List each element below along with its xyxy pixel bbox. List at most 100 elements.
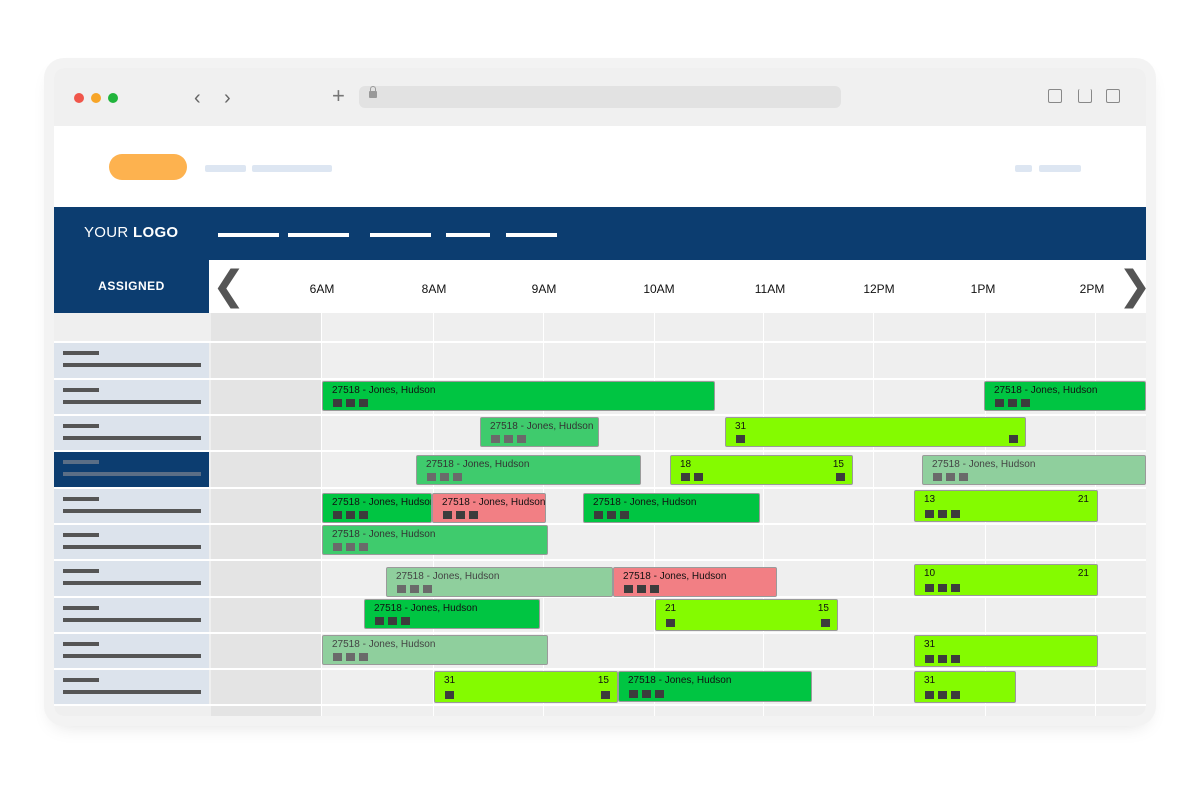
row-label[interactable]: [54, 343, 209, 378]
row-label-placeholder: [63, 436, 201, 440]
status-square-icon: [333, 399, 342, 407]
header-link-placeholder[interactable]: [205, 165, 246, 172]
schedule-event[interactable]: 27518 - Jones, Hudson: [322, 493, 432, 523]
hour-label: 8AM: [421, 282, 447, 296]
schedule-event[interactable]: 27518 - Jones, Hudson: [480, 417, 599, 447]
row-divider: [54, 450, 1146, 452]
status-square-icon: [346, 543, 355, 551]
event-label: 31: [444, 675, 456, 686]
header-action-button[interactable]: [109, 154, 187, 180]
tabs-icon[interactable]: [1106, 89, 1120, 103]
schedule-event[interactable]: 27518 - Jones, Hudson: [386, 567, 613, 597]
row-divider: [54, 414, 1146, 416]
schedule-event[interactable]: 27518 - Jones, Hudson: [583, 493, 760, 523]
schedule-event[interactable]: 10 21: [914, 564, 1098, 596]
row-label[interactable]: [54, 380, 209, 414]
schedule-event[interactable]: 27518 - Jones, Hudson: [416, 455, 641, 485]
hour-label: 6AM: [309, 282, 335, 296]
schedule-event[interactable]: 13 21: [914, 490, 1098, 522]
header-link-placeholder[interactable]: [1039, 165, 1081, 172]
event-label: 31: [924, 675, 936, 686]
close-window-button[interactable]: [74, 93, 84, 103]
logo-prefix: YOUR: [84, 224, 129, 241]
address-bar[interactable]: [359, 86, 841, 108]
event-label: 27518 - Jones, Hudson: [332, 385, 436, 396]
chevron-left-icon[interactable]: ❮: [212, 263, 246, 309]
event-label: 21: [665, 603, 677, 614]
row-label[interactable]: [54, 598, 209, 632]
event-count: 15: [817, 603, 829, 614]
nav-item[interactable]: [218, 233, 279, 237]
schedule-event[interactable]: 27518 - Jones, Hudson: [922, 455, 1146, 485]
event-label: 10: [924, 568, 936, 579]
minimize-window-button[interactable]: [91, 93, 101, 103]
chevron-right-icon[interactable]: ❯: [1118, 266, 1146, 306]
schedule-event[interactable]: 18 15: [670, 455, 853, 485]
status-square-icon: [443, 511, 452, 519]
status-square-icon: [1009, 435, 1018, 443]
back-icon[interactable]: ‹: [194, 87, 201, 109]
browser-toolbar: ‹ › +: [54, 68, 1146, 127]
event-count: 21: [1077, 494, 1089, 505]
schedule-event[interactable]: 31: [725, 417, 1026, 447]
schedule-event[interactable]: 27518 - Jones, Hudson: [322, 635, 548, 665]
hour-gridline: [321, 313, 322, 716]
row-label-placeholder: [63, 606, 99, 610]
schedule-event[interactable]: 27518 - Jones, Hudson: [618, 671, 812, 702]
status-square-icon: [925, 584, 934, 592]
status-square-icon: [938, 655, 947, 663]
schedule-event[interactable]: 27518 - Jones, Hudson: [613, 567, 777, 597]
row-divider: [54, 632, 1146, 634]
schedule-event[interactable]: 27518 - Jones, Hudson: [322, 525, 548, 555]
row-label[interactable]: [54, 670, 209, 704]
event-label: 31: [735, 421, 747, 432]
status-square-icon: [401, 617, 410, 625]
hour-gridline: [873, 313, 874, 716]
row-label-selected[interactable]: [54, 452, 209, 487]
share-icon[interactable]: [1078, 89, 1092, 103]
row-label[interactable]: [54, 416, 209, 450]
event-label: 27518 - Jones, Hudson: [374, 603, 478, 614]
new-tab-icon[interactable]: +: [332, 83, 345, 108]
nav-item[interactable]: [370, 233, 431, 237]
status-square-icon: [624, 585, 633, 593]
nav-item[interactable]: [288, 233, 349, 237]
schedule-event[interactable]: 27518 - Jones, Hudson: [322, 381, 715, 411]
row-label[interactable]: [54, 489, 209, 523]
row-label-placeholder: [63, 533, 99, 537]
status-square-icon: [601, 691, 610, 699]
nav-item[interactable]: [506, 233, 557, 237]
maximize-window-button[interactable]: [108, 93, 118, 103]
reader-icon[interactable]: [1048, 89, 1062, 103]
status-square-icon: [453, 473, 462, 481]
schedule-event[interactable]: 27518 - Jones, Hudson: [432, 493, 546, 523]
status-square-icon: [925, 510, 934, 518]
row-label[interactable]: [54, 561, 209, 596]
assigned-column-header[interactable]: ASSIGNED: [54, 260, 209, 313]
schedule-event[interactable]: 31: [914, 671, 1016, 703]
header-link-placeholder[interactable]: [252, 165, 332, 172]
nav-item[interactable]: [446, 233, 490, 237]
status-square-icon: [655, 690, 664, 698]
event-count: 15: [597, 675, 609, 686]
row-label[interactable]: [54, 634, 209, 668]
status-square-icon: [423, 585, 432, 593]
row-label[interactable]: [54, 525, 209, 559]
event-label: 18: [680, 459, 692, 470]
schedule-event[interactable]: 27518 - Jones, Hudson: [984, 381, 1146, 411]
schedule-event[interactable]: 31: [914, 635, 1098, 667]
status-square-icon: [951, 691, 960, 699]
event-label: 31: [924, 639, 936, 650]
schedule-event[interactable]: 31 15: [434, 671, 618, 703]
header-link-placeholder[interactable]: [1015, 165, 1032, 172]
status-square-icon: [938, 584, 947, 592]
schedule-event[interactable]: 27518 - Jones, Hudson: [364, 599, 540, 629]
status-square-icon: [440, 473, 449, 481]
row-label-placeholder: [63, 351, 99, 355]
row-label-placeholder: [63, 654, 201, 658]
forward-icon[interactable]: ›: [224, 87, 231, 109]
status-square-icon: [456, 511, 465, 519]
status-square-icon: [938, 510, 947, 518]
logo[interactable]: YOUR LOGO: [84, 224, 178, 241]
schedule-event[interactable]: 21 15: [655, 599, 838, 631]
